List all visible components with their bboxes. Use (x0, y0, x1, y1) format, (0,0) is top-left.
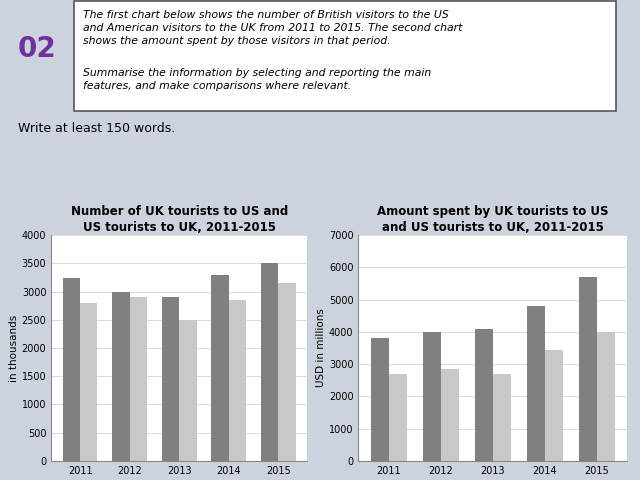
Bar (596, 332, 615, 461)
FancyBboxPatch shape (74, 1, 616, 111)
Bar (228, 300, 246, 461)
Y-axis label: in thousands: in thousands (9, 314, 19, 382)
Bar (579, 277, 596, 461)
Title: Amount spent by UK tourists to US
and US tourists to UK, 2011-2015: Amount spent by UK tourists to US and US… (377, 205, 609, 234)
Bar (441, 369, 459, 461)
Bar (389, 374, 407, 461)
Bar (179, 320, 196, 461)
Bar (493, 374, 511, 461)
Bar (80, 303, 97, 461)
Bar (475, 329, 493, 461)
Bar (63, 277, 80, 461)
Bar (261, 264, 278, 461)
Bar (162, 297, 179, 461)
Bar (545, 349, 563, 461)
Text: Write at least 150 words.: Write at least 150 words. (18, 122, 175, 135)
Text: The first chart below shows the number of British visitors to the US
and America: The first chart below shows the number o… (83, 10, 462, 47)
Bar (371, 338, 389, 461)
Bar (130, 297, 147, 461)
Y-axis label: USD in millions: USD in millions (316, 309, 326, 387)
Text: Summarise the information by selecting and reporting the main
features, and make: Summarise the information by selecting a… (83, 68, 431, 91)
Bar (211, 275, 228, 461)
Title: Number of UK tourists to US and
US tourists to UK, 2011-2015: Number of UK tourists to US and US touri… (70, 205, 288, 234)
Bar (278, 283, 296, 461)
Text: 02: 02 (18, 35, 57, 63)
Bar (422, 332, 441, 461)
Bar (527, 306, 545, 461)
Bar (113, 291, 130, 461)
